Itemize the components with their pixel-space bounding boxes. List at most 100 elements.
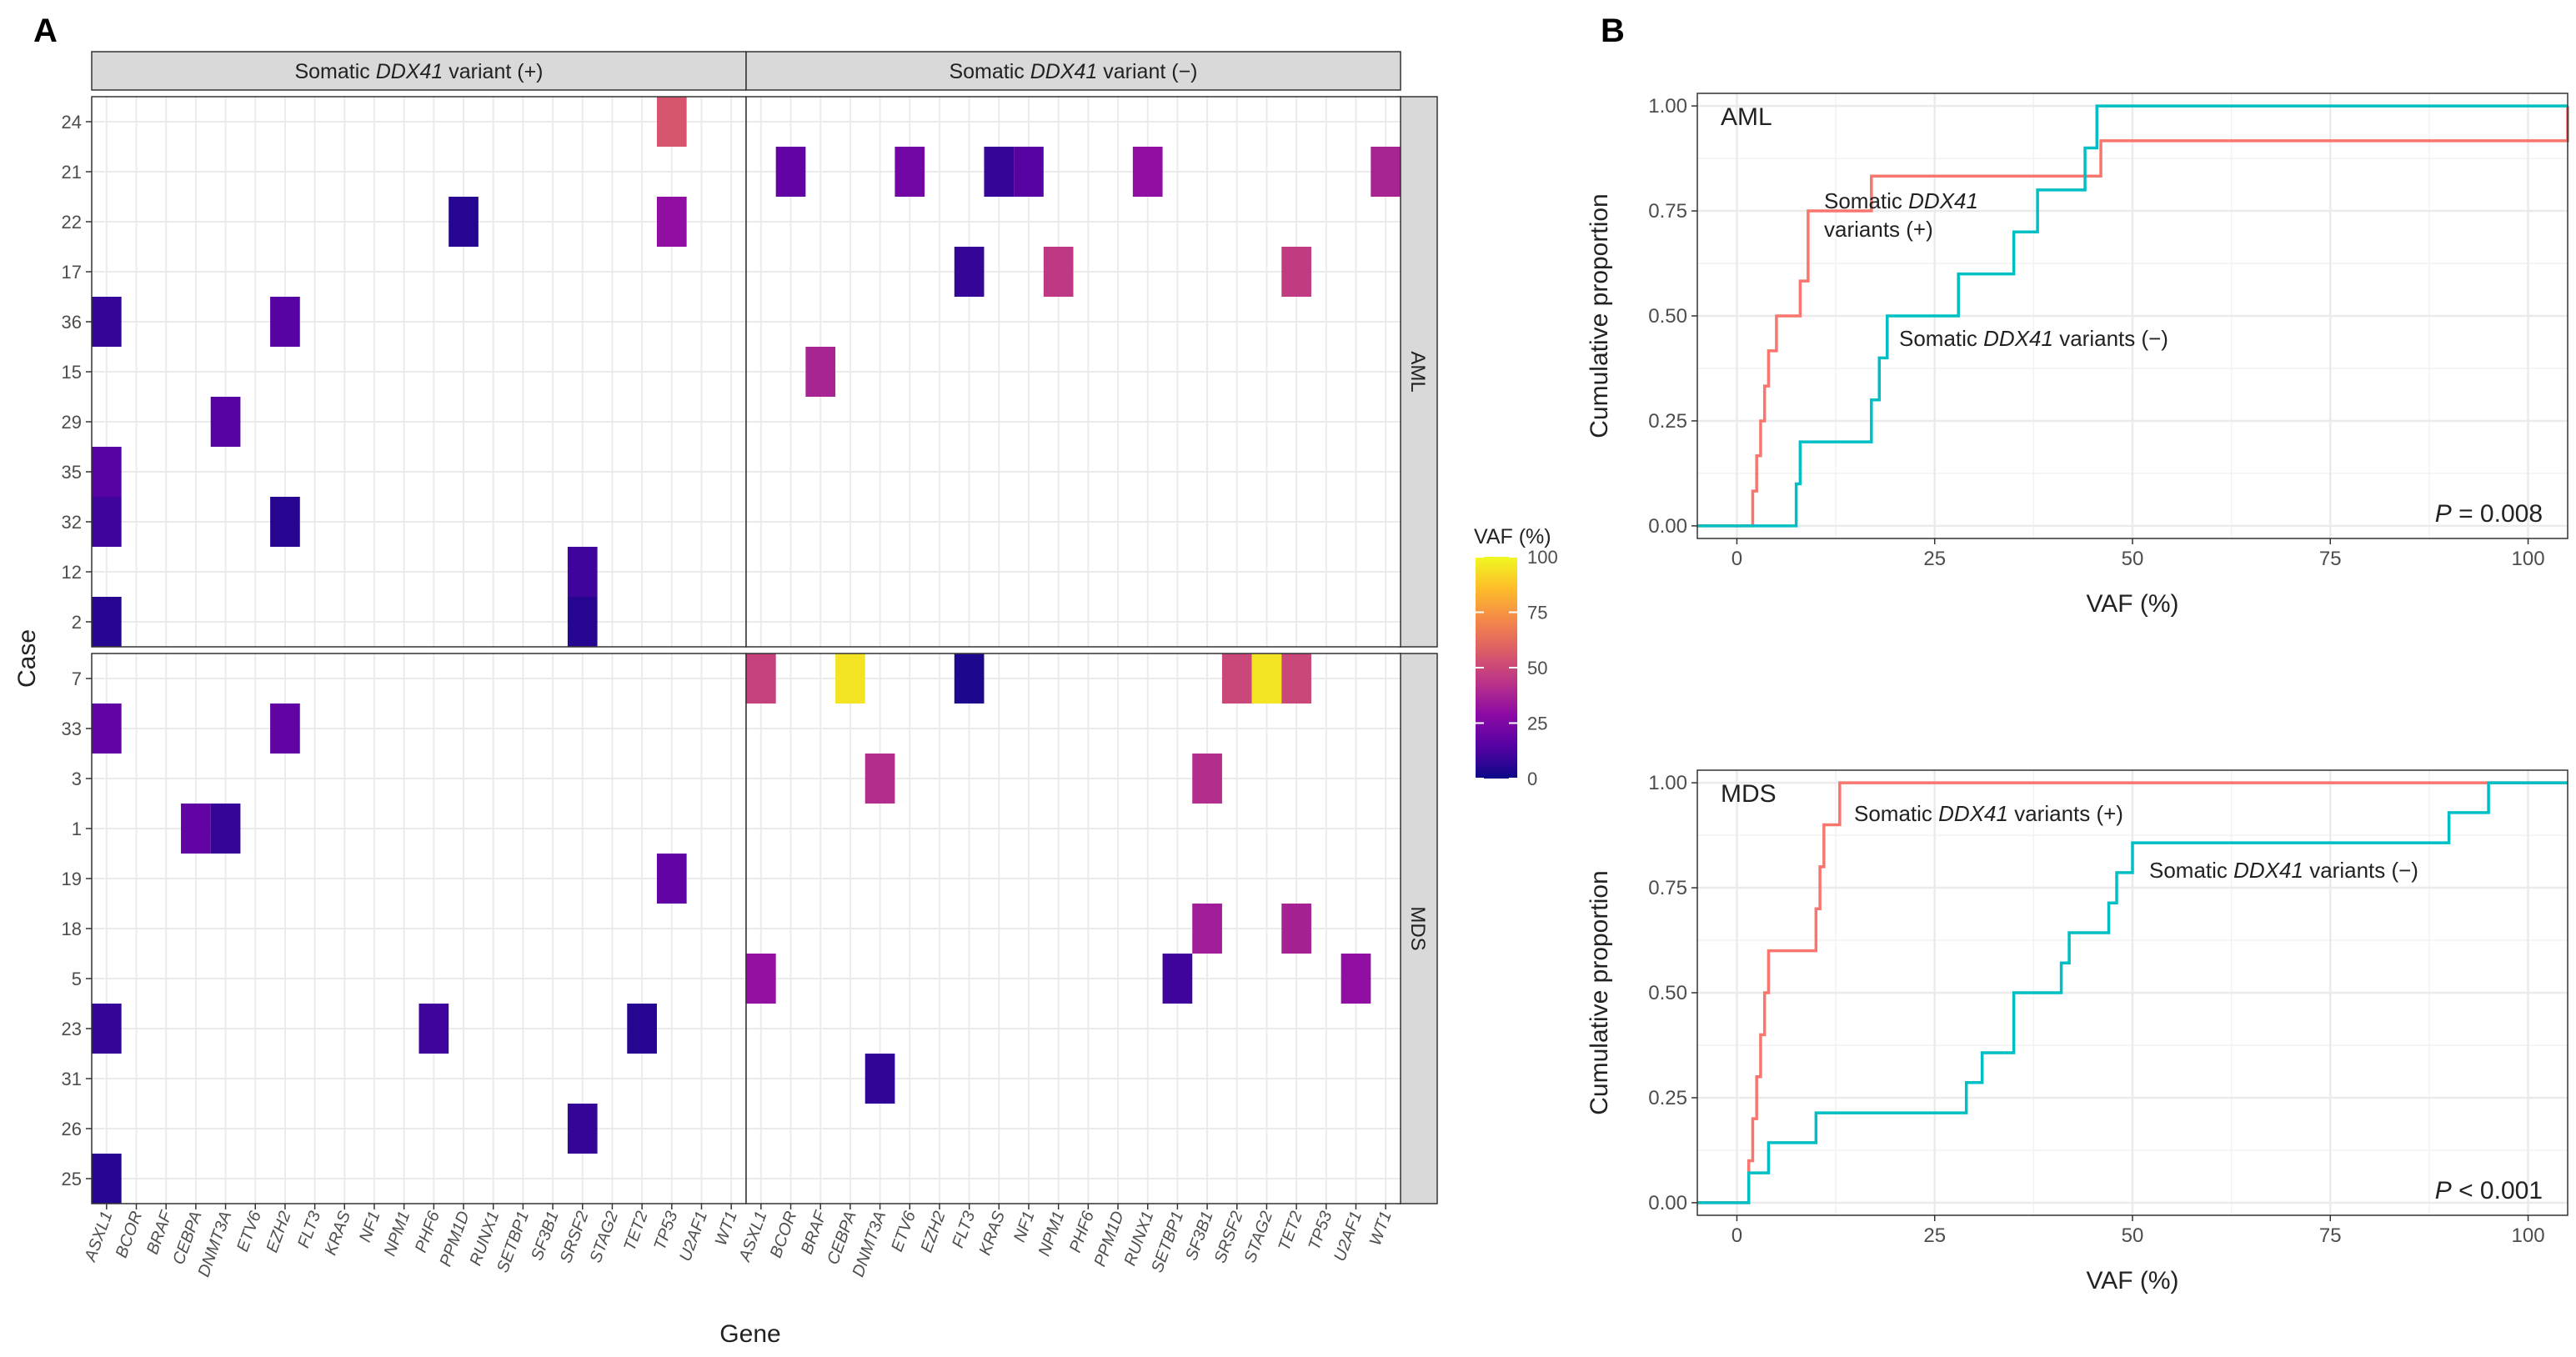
heatmap-cell	[1251, 653, 1282, 704]
x-tick-label: EZH2	[917, 1209, 949, 1255]
heatmap-cell	[92, 297, 122, 347]
x-tick-label: PHF6	[1066, 1208, 1098, 1254]
y-tick-label: 17	[62, 262, 82, 283]
x-tick-label: SF3B1	[1182, 1209, 1217, 1263]
x-axis-title: VAF (%)	[2086, 590, 2178, 618]
series-label: Somatic DDX41 variants (−)	[1899, 326, 2168, 351]
tile-group	[775, 147, 1401, 397]
column-strip-label-part: variant (−)	[1097, 60, 1197, 83]
mds-cumulative-chart: 0 25 50 75 100 0.00 0.25 0.50 0.75 1.00 Somatic DD…	[1586, 769, 2568, 1294]
x-tick-label: 50	[2122, 548, 2144, 570]
x-tick-label: TP53	[650, 1209, 681, 1252]
panel-border	[745, 96, 1401, 648]
column-strip-label: Somatic DDX41 variant (−)	[949, 60, 1197, 83]
x-tick-label: 0	[1732, 1224, 1742, 1247]
plot-border	[1696, 769, 2568, 1216]
series-label-part: DDX41	[1938, 801, 2008, 826]
x-tick-label: KRAS	[976, 1209, 1010, 1258]
series-label-part: DDX41	[1983, 326, 2053, 351]
x-tick-label: TET2	[1275, 1209, 1306, 1253]
x-tick-label: EZH2	[263, 1209, 294, 1255]
x-tick-label: 50	[2122, 1224, 2144, 1247]
heatmap-cell	[92, 447, 122, 497]
facet-title: AML	[1721, 103, 1772, 131]
x-tick-label: 100	[2512, 1224, 2545, 1247]
x-tick-label: WT1	[1366, 1209, 1396, 1248]
plot-border	[1696, 93, 2568, 539]
series-label-part: Somatic	[1824, 188, 1908, 213]
x-tick-label: 75	[2319, 548, 2342, 570]
y-tick-label: 36	[62, 312, 82, 333]
heatmap-chart: Somatic DDX41 variant (+) Somatic DDX41 v…	[13, 51, 1558, 1348]
heatmap-cell	[954, 247, 985, 297]
x-axis-title: Gene	[719, 1320, 780, 1348]
heatmap-cell	[1371, 147, 1401, 197]
heatmap-cell	[1043, 247, 1074, 297]
series-label-part: variants (+)	[1824, 217, 1933, 242]
x-tick-label: NF1	[356, 1209, 384, 1244]
y-tick-label: 35	[62, 462, 82, 483]
heatmap-cell	[1281, 653, 1311, 704]
series-label-part: variants (−)	[2053, 326, 2168, 351]
x-tick-label: KRAS	[322, 1209, 355, 1258]
p-value-annotation-part: = 0.008	[2452, 500, 2543, 528]
x-tick-label: TP53	[1305, 1209, 1336, 1252]
x-tick-label: SF3B1	[528, 1209, 563, 1263]
series-label: Somatic DDX41	[1824, 188, 1978, 213]
y-tick-label: 19	[62, 869, 82, 889]
column-strip	[745, 51, 1401, 91]
x-tick-label: U2AF1	[1331, 1209, 1366, 1264]
heatmap-cell	[627, 1004, 657, 1054]
column-strip	[91, 51, 747, 91]
x-tick-label: NF1	[1010, 1209, 1039, 1244]
y-axis-title: Cumulative proportion	[1586, 870, 1613, 1114]
column-strip-label: Somatic DDX41 variant (+)	[294, 60, 543, 83]
heatmap-cell	[1014, 147, 1044, 197]
p-value-annotation-part: P	[2435, 500, 2452, 528]
x-tick-label: STAG2	[1241, 1209, 1277, 1265]
legend-tick-label: 25	[1527, 714, 1547, 734]
heatmap-cell	[210, 804, 241, 854]
legend-tick-label: 50	[1527, 658, 1547, 678]
series-label-part: Somatic	[1899, 326, 1983, 351]
y-tick-label: 22	[62, 212, 82, 233]
y-tick-label: 33	[62, 719, 82, 739]
heatmap-cell	[1132, 147, 1163, 197]
row-strip-label: MDS	[1406, 906, 1429, 950]
heatmap-cell	[984, 147, 1015, 197]
series-label: variants (+)	[1824, 217, 1933, 242]
legend-tick-label: 0	[1527, 769, 1537, 789]
heatmap-cell	[1221, 653, 1252, 704]
series-line	[1697, 781, 2568, 1204]
legend-tick-label: 75	[1527, 603, 1547, 623]
x-tick-label: U2AF1	[676, 1209, 711, 1264]
heatmap-cell	[1281, 247, 1311, 297]
heatmap-cell	[270, 297, 300, 347]
row-strip	[1398, 96, 1438, 648]
x-tick-label: BCOR	[113, 1209, 146, 1260]
heatmap-cell	[835, 653, 865, 704]
x-tick-label: STAG2	[587, 1209, 623, 1265]
y-axis-title: Case	[13, 629, 41, 688]
heatmap-cell	[746, 653, 776, 704]
series-label: Somatic DDX41 variants (+)	[1854, 801, 2123, 826]
p-value-annotation-part: < 0.001	[2452, 1177, 2543, 1204]
heatmap-cell	[181, 804, 211, 854]
y-tick-label: 32	[62, 512, 82, 533]
heatmap-cell	[270, 497, 300, 547]
x-tick-label: ASXL1	[735, 1209, 770, 1264]
y-tick-label: 25	[62, 1169, 82, 1189]
heatmap-cell	[775, 147, 806, 197]
series-label: Somatic DDX41 variants (−)	[2149, 858, 2418, 883]
y-tick-label: 23	[62, 1019, 82, 1039]
heatmap-cell	[1192, 754, 1222, 804]
heatmap-cell	[92, 497, 122, 547]
tile-group	[92, 704, 687, 1204]
y-tick-label: 0.75	[1648, 200, 1687, 223]
y-tick-label: 3	[72, 769, 82, 789]
heatmap-cell	[567, 597, 598, 647]
heatmap-cell	[1162, 954, 1193, 1004]
column-strip-label-part: variant (+)	[443, 60, 543, 83]
y-tick-label: 12	[62, 562, 82, 583]
